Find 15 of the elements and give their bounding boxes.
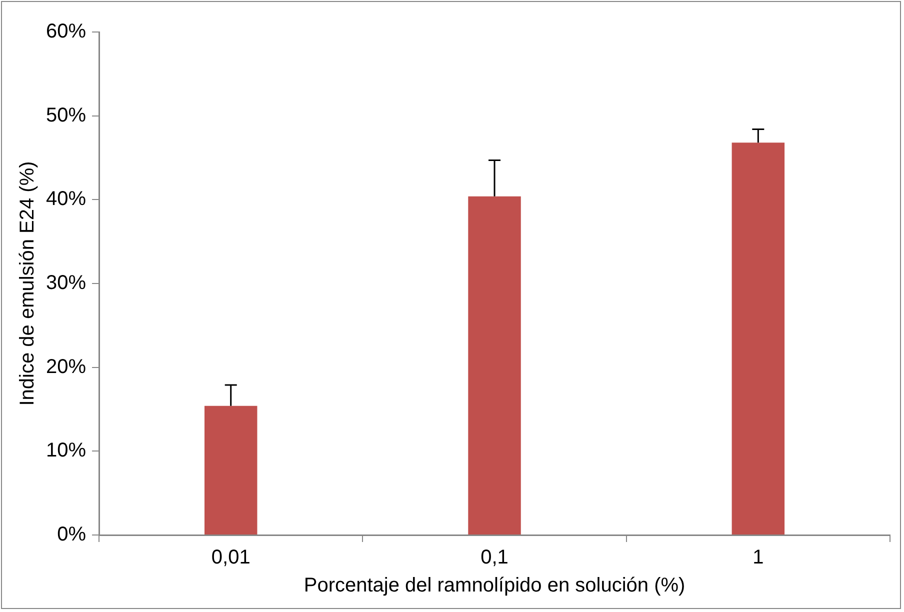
x-tick-label: 0,1 (480, 546, 508, 569)
bar (468, 196, 521, 534)
y-tick-label: 30% (46, 272, 86, 294)
y-tick-label: 60% (46, 20, 86, 43)
y-tick-label: 20% (46, 356, 86, 378)
bar (732, 142, 785, 534)
y-tick-label: 10% (46, 440, 86, 462)
y-tick-label: 40% (46, 188, 86, 210)
x-axis-title: Porcentaje del ramnolípido en solución (%) (304, 574, 686, 597)
y-axis-title: Indice de emulsión E24 (%) (16, 161, 39, 406)
y-tick-label: 50% (46, 104, 86, 126)
x-tick-label: 0,01 (211, 546, 250, 569)
x-tick-label: 1 (752, 546, 764, 569)
bar (204, 406, 258, 534)
y-tick-label: 0% (57, 524, 86, 546)
